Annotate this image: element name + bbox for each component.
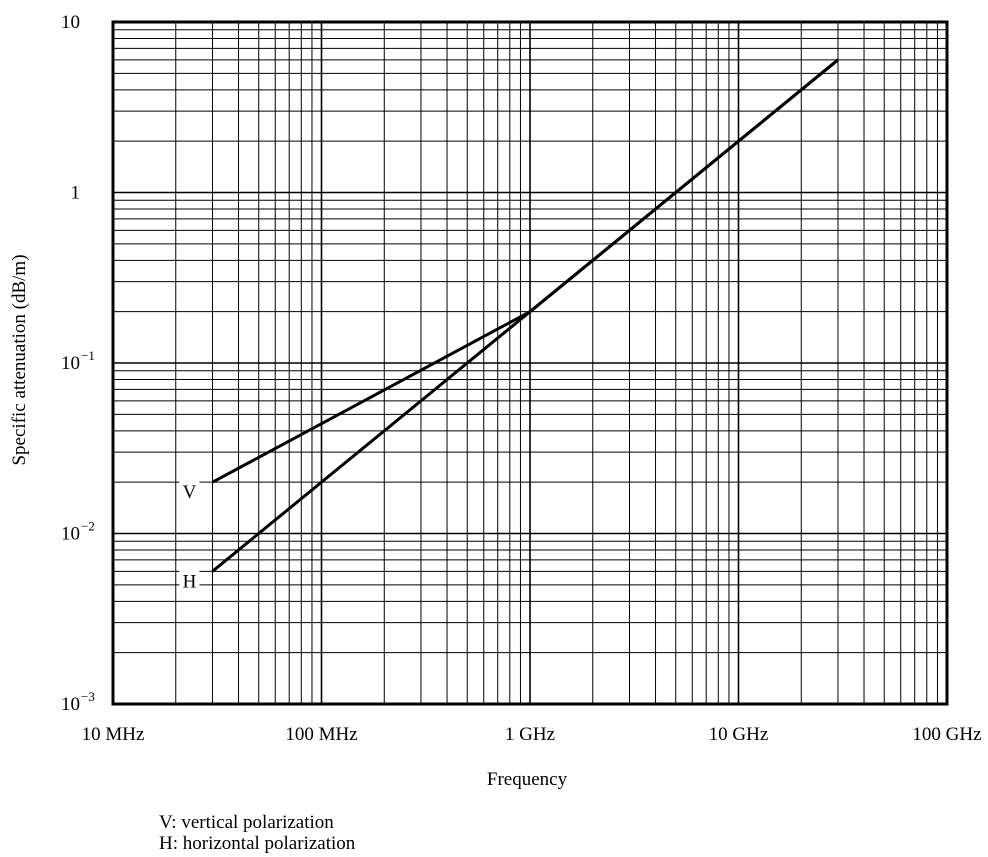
x-tick-labels: 10 MHz 100 MHz 1 GHz 10 GHz 100 GHz — [82, 724, 982, 745]
x-tick-label: 10 MHz — [82, 724, 145, 745]
legend: V: vertical polarization H: horizontal p… — [159, 812, 355, 854]
y-tick-label: 10 — [61, 12, 80, 33]
y-tick-label: 10 — [61, 353, 80, 374]
x-axis-label: Frequency — [487, 769, 568, 790]
series-label-v: V — [183, 482, 197, 503]
y-tick-exponent: −1 — [81, 348, 95, 363]
y-tick-label: 10 — [61, 524, 80, 545]
legend-entry-v: V: vertical polarization — [159, 812, 355, 833]
series-line-v — [213, 60, 839, 482]
x-tick-label: 1 GHz — [505, 724, 555, 745]
x-tick-label: 100 GHz — [912, 724, 981, 745]
x-tick-label: 100 MHz — [285, 724, 357, 745]
y-tick-exponent: −3 — [81, 689, 95, 704]
y-tick-label: 1 — [71, 183, 81, 204]
series-labels: VH — [179, 480, 199, 593]
y-tick-exponent: −2 — [81, 519, 95, 534]
legend-entry-h: H: horizontal polarization — [159, 833, 355, 854]
x-tick-label: 10 GHz — [709, 724, 769, 745]
series-line-h — [213, 60, 839, 572]
y-axis-label: Specific attenuation (dB/m) — [9, 254, 30, 465]
series-layer — [213, 60, 839, 572]
y-tick-label: 10 — [61, 694, 80, 715]
series-label-h: H — [183, 571, 197, 592]
